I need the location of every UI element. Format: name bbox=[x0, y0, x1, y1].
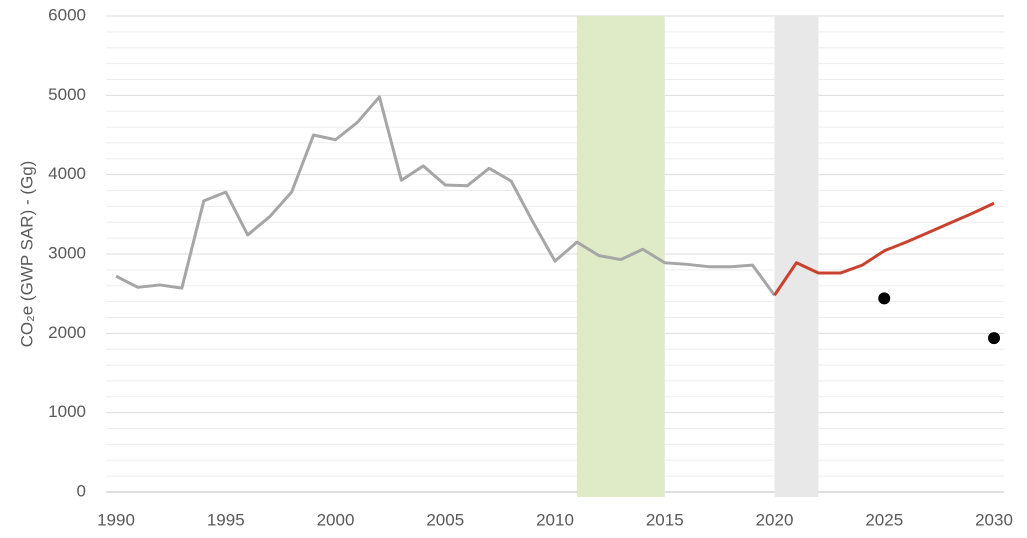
x-tick-label: 1990 bbox=[97, 510, 135, 529]
data-point bbox=[988, 332, 1000, 345]
x-tick-label: 2010 bbox=[536, 510, 574, 529]
data-line bbox=[115, 95, 776, 297]
x-tick-label: 2005 bbox=[426, 510, 464, 529]
x-tick-label: 1995 bbox=[207, 510, 245, 529]
y-axis-label: CO₂e (GWP SAR) - (Gg) bbox=[17, 161, 36, 348]
highlight-band bbox=[774, 16, 819, 497]
x-tick-label: 2025 bbox=[865, 510, 903, 529]
x-tick-label: 2030 bbox=[975, 510, 1013, 529]
x-tick-label: 2015 bbox=[646, 510, 684, 529]
y-tick-label: 1000 bbox=[48, 402, 86, 421]
y-tick-label: 4000 bbox=[48, 164, 86, 183]
y-tick-label: 5000 bbox=[48, 85, 86, 104]
x-tick-label: 2000 bbox=[317, 510, 355, 529]
y-tick-label: 2000 bbox=[48, 323, 86, 342]
highlight-band bbox=[576, 16, 665, 497]
y-tick-label: 0 bbox=[77, 481, 86, 500]
data-line bbox=[773, 201, 995, 297]
x-tick-label: 2020 bbox=[756, 510, 794, 529]
y-tick-label: 3000 bbox=[48, 243, 86, 262]
y-tick-label: 6000 bbox=[48, 5, 86, 24]
data-point bbox=[878, 292, 891, 305]
